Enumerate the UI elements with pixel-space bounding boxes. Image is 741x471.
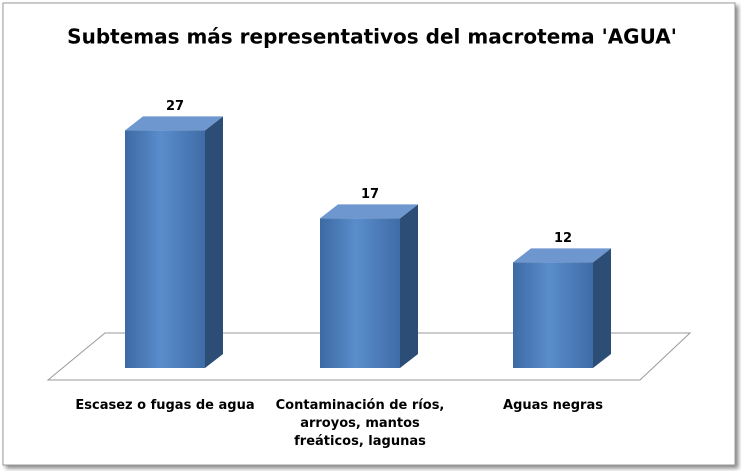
bar-side: [593, 248, 611, 368]
bar-top: [125, 116, 223, 131]
x-tick-label: Escasez o fugas de agua: [75, 398, 255, 413]
bar-side: [400, 204, 418, 368]
bar-top: [320, 204, 418, 219]
bar: [125, 130, 205, 368]
value-label: 27: [166, 99, 184, 114]
bar-top: [513, 248, 611, 263]
bar: [513, 262, 593, 368]
x-tick-label: Contaminación de ríos, arroyos, mantos f…: [275, 398, 445, 449]
chart-title: Subtemas más representativos del macrote…: [67, 25, 677, 49]
bar-side: [205, 116, 223, 369]
bar: [320, 218, 400, 368]
x-tick-label: Aguas negras: [503, 398, 603, 413]
value-label: 12: [554, 231, 572, 246]
value-label: 17: [361, 187, 379, 202]
